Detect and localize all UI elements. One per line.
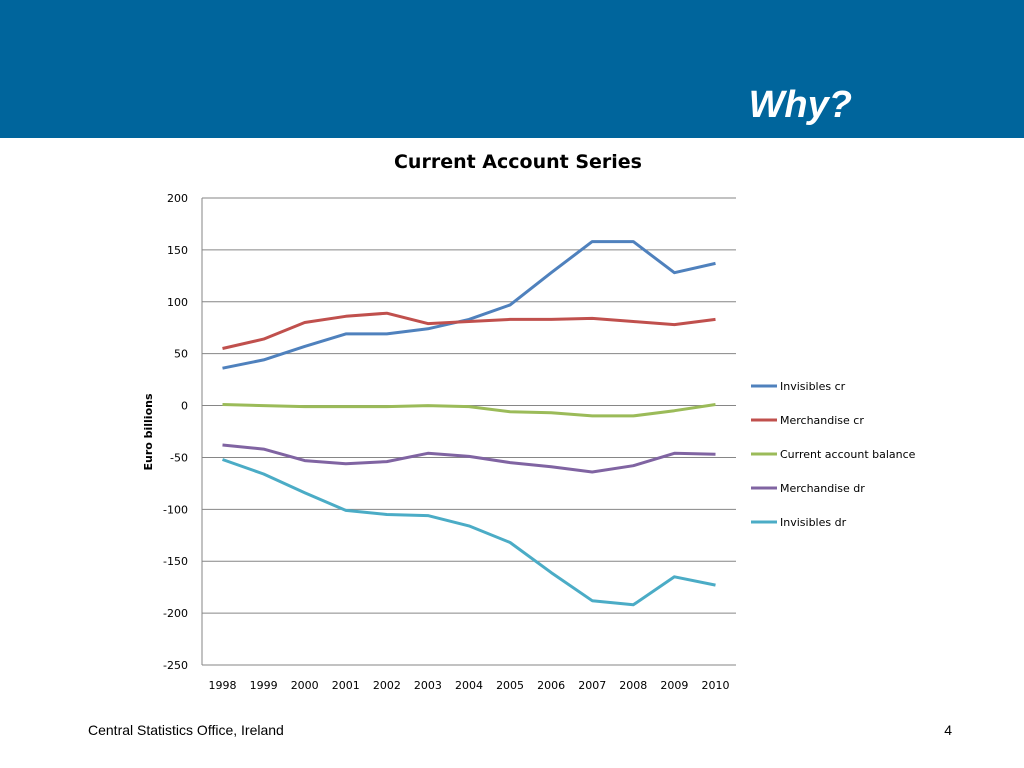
legend-label: Invisibles cr (780, 380, 846, 393)
x-tick-label: 1999 (250, 679, 278, 692)
slide-title: Why? (748, 84, 852, 126)
series-line (222, 240, 716, 370)
legend-label: Merchandise dr (780, 482, 865, 495)
series-line (222, 311, 716, 350)
page-number: 4 (944, 722, 952, 738)
y-tick-label: -150 (163, 555, 188, 568)
y-tick-label: -100 (163, 503, 188, 516)
x-tick-label: 2008 (619, 679, 647, 692)
x-tick-label: 2010 (701, 679, 729, 692)
series-line (222, 443, 716, 474)
x-tick-label: 2006 (537, 679, 565, 692)
footer-source: Central Statistics Office, Ireland (88, 722, 284, 738)
x-tick-label: 2003 (414, 679, 442, 692)
series-line (222, 403, 716, 418)
chart-grid (201, 197, 736, 666)
x-tick-label: 2009 (660, 679, 688, 692)
y-tick-label: -50 (170, 451, 188, 464)
x-tick-label: 1998 (209, 679, 237, 692)
y-tick-label: -200 (163, 607, 188, 620)
y-axis-label: Euro billions (142, 393, 155, 471)
x-tick-label: 2002 (373, 679, 401, 692)
x-tick-label: 2007 (578, 679, 606, 692)
line-chart: Current Account Series 200 150 100 50 0 -50 -1… (142, 151, 916, 692)
x-tick-label: 2001 (332, 679, 360, 692)
x-axis-ticks: 1998 1999 2000 2001 2002 2003 2004 2005 2006 2007… (209, 679, 730, 692)
series-line (222, 458, 716, 607)
x-tick-label: 2005 (496, 679, 524, 692)
x-tick-label: 2000 (291, 679, 319, 692)
title-banner: Why? (0, 0, 1024, 138)
y-axis-ticks: 200 150 100 50 0 -50 -100 -150 -200 -250 (163, 192, 188, 672)
chart-legend: Invisibles cr Merchandise cr Current accou… (751, 380, 916, 529)
chart-series (222, 240, 716, 607)
legend-label: Invisibles dr (780, 516, 847, 529)
chart-title: Current Account Series (394, 151, 642, 173)
x-tick-label: 2004 (455, 679, 483, 692)
y-tick-label: 50 (174, 348, 188, 361)
legend-label: Merchandise cr (780, 414, 864, 427)
y-tick-label: 100 (167, 296, 188, 309)
y-tick-label: -250 (163, 659, 188, 672)
y-tick-label: 0 (181, 400, 188, 413)
y-tick-label: 200 (167, 192, 188, 205)
legend-label: Current account balance (780, 448, 916, 461)
y-tick-label: 150 (167, 244, 188, 257)
